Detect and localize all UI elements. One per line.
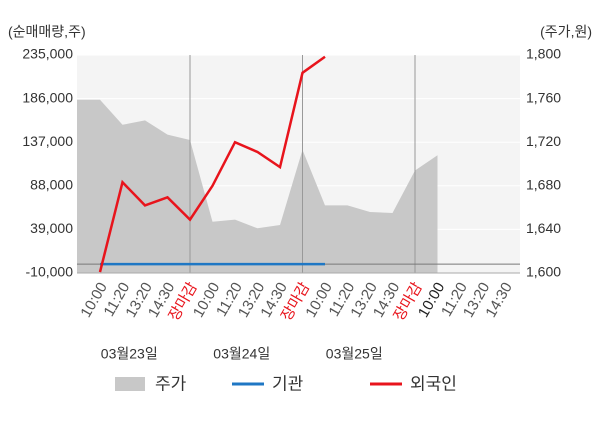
legend-swatch xyxy=(115,377,145,391)
y-axis-label: (순매매량,주) xyxy=(8,24,86,40)
y2-tick-label: 1,720 xyxy=(526,133,561,149)
y2-tick-label: 1,680 xyxy=(526,177,561,193)
y-tick-label: 235,000 xyxy=(22,46,73,62)
y2-tick-label: 1,760 xyxy=(526,89,561,105)
date-label: 03월25일 xyxy=(326,346,383,362)
y-tick-label: -10,000 xyxy=(26,264,74,280)
date-label: 03월24일 xyxy=(213,346,270,362)
price-area xyxy=(77,99,438,273)
y-tick-label: 137,000 xyxy=(22,133,73,149)
date-label: 03월23일 xyxy=(101,346,158,362)
y2-tick-label: 1,640 xyxy=(526,220,561,236)
y-tick-label: 88,000 xyxy=(30,177,73,193)
legend-label: 기관 xyxy=(272,374,303,393)
y2-axis-label: (주가,원) xyxy=(540,24,592,40)
y-tick-label: 39,000 xyxy=(30,220,73,236)
y-tick-label: 186,000 xyxy=(22,89,73,105)
y2-tick-label: 1,600 xyxy=(526,264,561,280)
y2-tick-label: 1,800 xyxy=(526,46,561,62)
series-line xyxy=(98,55,326,273)
legend-label: 주가 xyxy=(155,374,187,393)
legend-label: 외국인 xyxy=(410,374,457,393)
